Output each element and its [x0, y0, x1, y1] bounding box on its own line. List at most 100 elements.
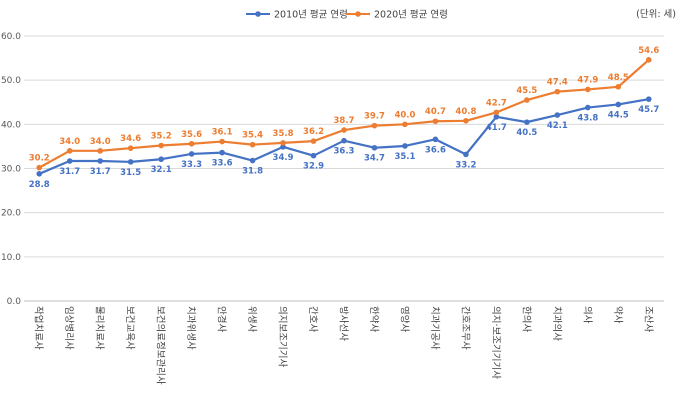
data-point	[219, 138, 225, 145]
y-tick-label: 50.0	[1, 76, 21, 86]
data-label: 36.6	[425, 145, 446, 155]
data-point	[249, 141, 256, 148]
data-label: 35.6	[181, 130, 202, 140]
x-category-label: 치과의사	[551, 306, 563, 341]
data-point	[127, 145, 134, 151]
x-category-label: 보건의료정보관리사	[155, 306, 166, 385]
data-point	[188, 140, 195, 147]
y-tick-label: 10.0	[1, 253, 21, 263]
y-tick-label: 40.0	[1, 120, 21, 130]
data-label: 36.1	[212, 128, 233, 138]
data-label: 40.0	[394, 110, 415, 120]
data-label: 43.8	[577, 114, 598, 124]
x-category-label: 치과위생사	[185, 306, 197, 350]
data-label: 31.7	[90, 167, 111, 177]
x-category-label: 임상병리사	[63, 306, 75, 350]
data-label: 32.9	[303, 162, 324, 172]
data-label: 35.8	[273, 129, 294, 139]
data-label: 41.7	[486, 123, 507, 133]
data-label: 31.7	[59, 167, 80, 177]
data-label: 31.5	[120, 168, 141, 178]
data-point	[524, 119, 530, 125]
data-point	[158, 142, 164, 149]
data-label: 42.1	[547, 121, 568, 131]
y-tick-label: 20.0	[1, 209, 21, 219]
data-point	[402, 121, 408, 128]
data-point	[371, 122, 378, 129]
data-label: 33.3	[181, 160, 202, 170]
data-point	[371, 144, 378, 151]
x-category-label: 의지·보조기기기사	[490, 306, 501, 379]
data-point	[432, 118, 439, 125]
x-category-label: 한의사	[520, 306, 531, 332]
data-label: 40.8	[455, 107, 476, 117]
x-category-label: 안경사	[216, 306, 228, 332]
legend: 2010년 평균 연령 2020년 평균 연령	[246, 9, 448, 21]
data-point	[645, 57, 652, 63]
data-label: 34.0	[90, 137, 111, 147]
data-point	[127, 159, 134, 165]
data-point	[585, 104, 591, 111]
data-label: 30.2	[29, 154, 50, 164]
data-label: 38.7	[334, 116, 355, 126]
data-label: 33.2	[455, 160, 476, 170]
legend-label-2020: 2020년 평균 연령	[374, 9, 448, 21]
data-point	[249, 157, 256, 164]
legend-label-2010: 2010년 평균 연령	[274, 9, 348, 21]
data-label: 34.9	[273, 153, 294, 163]
data-point	[402, 143, 408, 149]
data-point	[463, 151, 469, 158]
data-point	[158, 156, 164, 163]
grid-layer	[24, 35, 664, 302]
x-category-label: 조산사	[642, 306, 653, 332]
legend-item-2010: 2010년 평균 연령	[246, 9, 348, 21]
data-label: 32.1	[151, 165, 172, 175]
x-category-label: 간호사	[307, 306, 318, 332]
data-point	[36, 171, 43, 177]
data-point	[493, 114, 500, 120]
x-category-label: 약사	[612, 306, 624, 324]
data-label: 42.7	[486, 98, 507, 108]
data-point	[280, 140, 286, 146]
data-point	[341, 137, 347, 144]
data-label: 36.3	[334, 147, 355, 157]
data-point	[341, 127, 347, 133]
data-point	[615, 101, 622, 108]
data-point	[280, 144, 286, 150]
unit-label: (단위: 세)	[636, 8, 676, 20]
y-tick-label: 0.0	[7, 297, 22, 307]
data-label: 28.8	[29, 180, 50, 190]
data-label: 35.1	[394, 152, 415, 162]
x-category-label: 영양사	[398, 306, 409, 332]
x-category-label: 작업치료사	[33, 306, 45, 350]
data-point	[493, 109, 500, 116]
data-label: 35.4	[242, 131, 263, 141]
x-category-label: 물리치료사	[94, 306, 106, 350]
legend-marker-2010	[255, 11, 261, 17]
data-label: 45.7	[638, 105, 659, 115]
data-labels: 28.8 31.7 31.7 31.5 32.1 33.3 33.6 31.8 34.9 32.9…	[29, 46, 660, 190]
legend-item-2020: 2020년 평균 연령	[346, 9, 448, 21]
data-point	[219, 149, 225, 156]
x-category-label: 보건교육사	[124, 306, 135, 350]
x-category-label: 방사선사	[338, 306, 349, 341]
data-point	[66, 148, 73, 154]
data-label: 47.4	[547, 78, 568, 88]
data-point	[310, 152, 317, 159]
data-point	[66, 158, 73, 164]
x-category-label: 치과기공사	[429, 306, 441, 350]
data-point	[432, 136, 439, 143]
data-label: 34.6	[120, 134, 141, 144]
y-axis-ticks: 0.0 10.0 20.0 30.0 40.0 50.0 60.0	[1, 32, 21, 307]
data-label: 47.9	[577, 75, 598, 85]
data-point	[463, 118, 469, 124]
data-label: 33.6	[212, 159, 233, 169]
data-point	[97, 148, 103, 154]
y-tick-label: 30.0	[1, 165, 21, 175]
data-label: 40.7	[425, 107, 446, 117]
data-point	[36, 164, 43, 171]
data-point	[310, 138, 317, 144]
x-category-label: 위생사	[246, 306, 258, 332]
